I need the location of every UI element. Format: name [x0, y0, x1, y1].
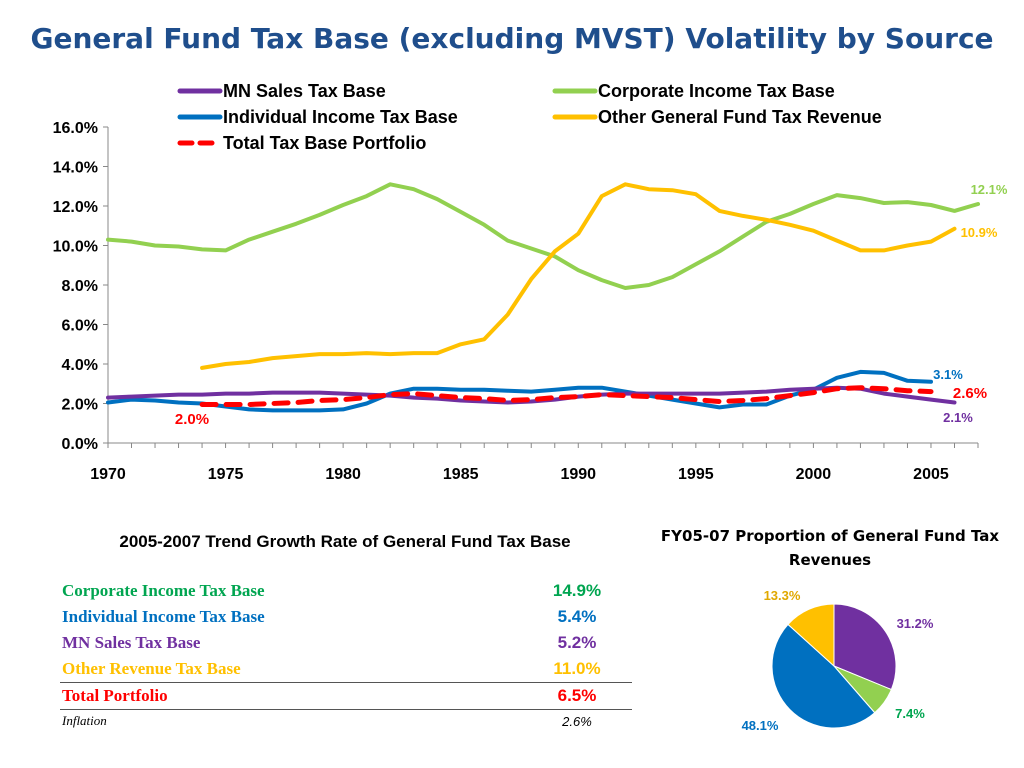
trend-table-title: 2005-2007 Trend Growth Rate of General F… — [119, 532, 571, 551]
x-tick-label: 2005 — [913, 466, 949, 483]
y-tick-label: 4.0% — [62, 357, 98, 374]
row-value: 11.0% — [553, 659, 601, 678]
chart-axes: 0.0% 2.0% 4.0% 6.0% 8.0% 10.0% 12.0% 14.0% 16.0%… — [53, 120, 979, 483]
series-start-label: 2.0% — [175, 411, 209, 428]
series-line-individual-income-tax-base — [106, 369, 933, 413]
row-name: Total Portfolio — [60, 682, 520, 710]
row-name: Inflation — [62, 713, 107, 728]
table-row: Other Revenue Tax Base 11.0% — [60, 656, 632, 683]
x-tick-label: 1975 — [208, 466, 244, 483]
table-row: MN Sales Tax Base 5.2% — [60, 630, 632, 656]
series-end-label: 2.6% — [953, 385, 987, 402]
series-line-total-tax-base-portfolio — [199, 385, 934, 407]
y-tick-label: 14.0% — [53, 160, 98, 177]
x-tick-label: 2000 — [796, 466, 832, 483]
series-end-label: 3.1% — [933, 367, 963, 382]
x-tick-label: 1985 — [443, 466, 479, 483]
pie-slice-label: 7.4% — [895, 706, 925, 721]
x-tick-label: 1990 — [560, 466, 596, 483]
row-value: 14.9% — [552, 581, 602, 600]
series-end-label: 10.9% — [961, 225, 998, 240]
row-name: Corporate Income Tax Base — [62, 581, 265, 600]
page-title: General Fund Tax Base (excluding MVST) V… — [30, 22, 994, 55]
series-end-label: 12.1% — [971, 182, 1008, 197]
row-name: MN Sales Tax Base — [62, 633, 201, 652]
pie-slice-label: 31.2% — [897, 616, 934, 631]
chart-legend: MN Sales Tax Base Individual Income Tax B… — [177, 81, 882, 153]
series-line-other-general-fund-tax-revenue — [200, 182, 957, 370]
legend-label: Individual Income Tax Base — [223, 107, 458, 127]
table-row: Corporate Income Tax Base 14.9% — [60, 578, 632, 604]
chart-end-labels: 2.1% 3.1% 12.1% 10.9% 2.6% 2.0% — [175, 182, 1008, 428]
row-value: 5.2% — [557, 633, 597, 652]
row-value: 5.4% — [557, 607, 597, 626]
legend-label: Total Tax Base Portfolio — [223, 133, 426, 153]
line-chart: MN Sales Tax Base Individual Income Tax B… — [53, 81, 1008, 483]
table-row: Total Portfolio 6.5% — [60, 682, 632, 710]
pie-slice — [787, 603, 835, 668]
pie-slice — [771, 623, 876, 729]
y-tick-label: 2.0% — [62, 397, 98, 414]
table-row: Individual Income Tax Base 5.4% — [60, 604, 632, 630]
legend-label: MN Sales Tax Base — [223, 81, 386, 101]
pie-slice-label: 13.3% — [764, 588, 801, 603]
y-tick-label: 0.0% — [62, 436, 98, 453]
table-row: Inflation 2.6% — [60, 710, 632, 733]
series-line-corporate-income-tax-base — [106, 182, 980, 290]
y-tick-label: 10.0% — [53, 239, 98, 256]
trend-growth-table: Corporate Income Tax Base 14.9% Individual… — [60, 578, 632, 732]
chart-series — [106, 182, 980, 413]
pie-slice — [833, 603, 897, 691]
y-tick-label: 12.0% — [53, 199, 98, 216]
y-tick-label: 6.0% — [62, 318, 98, 335]
x-tick-label: 1970 — [90, 466, 126, 483]
legend-label: Other General Fund Tax Revenue — [598, 107, 882, 127]
x-tick-label: 1995 — [678, 466, 714, 483]
y-tick-label: 8.0% — [62, 278, 98, 295]
pie-slice-label: 48.1% — [742, 718, 779, 733]
x-tick-label: 1980 — [325, 466, 361, 483]
row-name: Other Revenue Tax Base — [62, 659, 241, 678]
row-value: 6.5% — [520, 682, 632, 710]
pie-chart: 31.2% 7.4% 48.1% 13.3% — [742, 588, 934, 733]
legend-label: Corporate Income Tax Base — [598, 81, 835, 101]
y-tick-label: 16.0% — [53, 120, 98, 137]
series-end-label: 2.1% — [943, 410, 973, 425]
series-line-mn-sales-tax-base — [106, 385, 957, 405]
row-name: Individual Income Tax Base — [62, 607, 265, 626]
pie-chart-title: FY05-07 Proportion of General Fund Tax R… — [660, 527, 1000, 569]
row-value: 2.6% — [562, 713, 592, 729]
